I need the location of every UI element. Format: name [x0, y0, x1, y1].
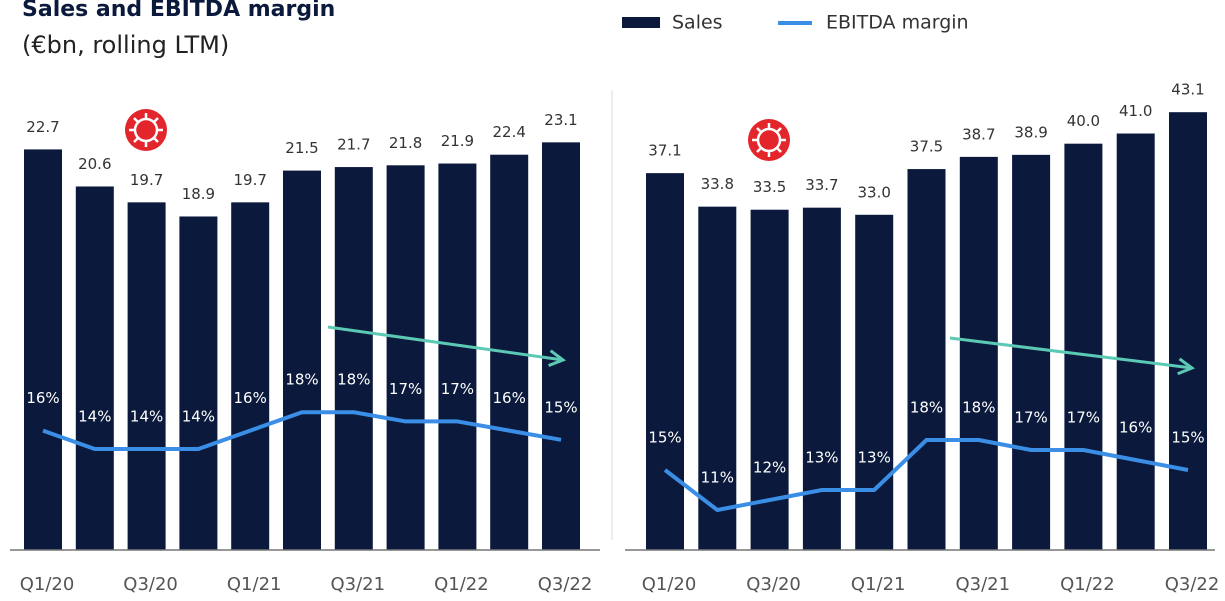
margin-label: 16% — [26, 389, 59, 407]
margin-label: 17% — [441, 380, 474, 398]
bar — [75, 186, 114, 550]
bar — [750, 209, 789, 550]
bar-label: 18.9 — [182, 185, 215, 203]
margin-line — [663, 438, 1189, 512]
margin-label: 16% — [493, 389, 526, 407]
x-tick-label: Q1/22 — [1060, 574, 1115, 595]
bar — [438, 163, 477, 550]
margin-label: 18% — [910, 399, 943, 417]
bar — [802, 207, 841, 551]
bar-label: 33.7 — [805, 176, 838, 194]
margin-label: 17% — [389, 380, 422, 398]
x-tick-label: Q3/20 — [123, 574, 178, 595]
bar-label: 33.8 — [701, 175, 734, 193]
legend-label: EBITDA margin — [826, 12, 969, 34]
margin-label: 17% — [1014, 409, 1047, 427]
virus-icon — [125, 109, 167, 151]
bar-label: 19.7 — [233, 171, 266, 189]
margin-line — [42, 410, 562, 451]
bar — [646, 173, 684, 550]
bar-label: 38.7 — [962, 125, 995, 143]
x-tick-label: Q3/22 — [1165, 574, 1220, 595]
x-tick-label: Q3/21 — [331, 574, 386, 595]
bar-label: 22.4 — [492, 123, 525, 141]
x-tick-label: Q1/20 — [20, 574, 75, 595]
bar-label: 23.1 — [544, 111, 577, 129]
bar — [179, 216, 218, 550]
x-tick-label: Q3/20 — [746, 574, 801, 595]
x-tick-label: Q1/21 — [227, 574, 282, 595]
trend-arrow — [949, 336, 1192, 368]
x-tick-label: Q1/22 — [434, 574, 489, 595]
margin-label: 17% — [1067, 409, 1100, 427]
margin-label: 15% — [648, 429, 681, 447]
bar-label: 21.9 — [441, 132, 474, 150]
margin-label: 13% — [858, 449, 891, 467]
bar — [127, 202, 166, 550]
bar-label: 40.0 — [1067, 112, 1100, 130]
legend-label: Sales — [672, 12, 723, 34]
subtitle: (€bn, rolling LTM) — [22, 31, 229, 59]
plots: 22.7 20.6 19.7 18.9 19.7 21.5 21.7 21.8 21.9 22.4… — [10, 81, 1219, 595]
bar — [959, 156, 998, 550]
bar-label: 37.5 — [910, 138, 943, 156]
margin-label: 18% — [285, 371, 318, 389]
bar-label: 37.1 — [648, 142, 681, 160]
margin-label: 15% — [1171, 429, 1204, 447]
margin-label: 14% — [182, 407, 215, 425]
margin-label: 11% — [701, 469, 734, 487]
margin-label: 14% — [78, 407, 111, 425]
bar — [283, 170, 321, 550]
legend-swatch — [622, 17, 660, 28]
margin-label: 14% — [130, 407, 163, 425]
margin-label: 16% — [234, 389, 267, 407]
margin-label: 18% — [337, 371, 370, 389]
x-tick-label: Q3/21 — [956, 574, 1011, 595]
bar-label: 20.6 — [78, 155, 111, 173]
x-tick-label: Q1/20 — [642, 574, 697, 595]
bar — [334, 167, 373, 550]
bar-label: 22.7 — [26, 118, 59, 136]
bar — [1012, 154, 1051, 550]
virus-icon — [748, 119, 790, 161]
bar — [24, 149, 62, 551]
bar — [231, 202, 270, 550]
bar-label: 21.7 — [337, 136, 370, 154]
bar — [907, 169, 946, 550]
x-tick-label: Q3/22 — [538, 574, 593, 595]
bar-label: 33.5 — [753, 178, 786, 196]
bar — [855, 214, 894, 550]
x-tick-label: Q1/21 — [851, 574, 906, 595]
bar — [1169, 112, 1207, 551]
bar-label: 38.9 — [1014, 123, 1047, 141]
bar-label: 43.1 — [1171, 81, 1204, 99]
bar-label: 33.0 — [857, 183, 890, 201]
bar-label: 19.7 — [130, 171, 163, 189]
bar-label: 21.5 — [285, 139, 318, 157]
margin-label: 13% — [805, 449, 838, 467]
bar — [698, 206, 737, 550]
bar — [1064, 143, 1103, 551]
bar — [542, 142, 580, 550]
margin-label: 12% — [753, 459, 786, 477]
trend-arrow — [327, 325, 563, 360]
margin-label: 18% — [962, 399, 995, 417]
bar-label: 41.0 — [1119, 102, 1152, 120]
margin-label: 16% — [1119, 419, 1152, 437]
bar-label: 21.8 — [389, 134, 422, 152]
title: Sales and EBITDA margin — [22, 0, 335, 22]
margin-label: 15% — [544, 398, 577, 416]
bar — [1116, 133, 1155, 551]
bar — [386, 165, 425, 550]
